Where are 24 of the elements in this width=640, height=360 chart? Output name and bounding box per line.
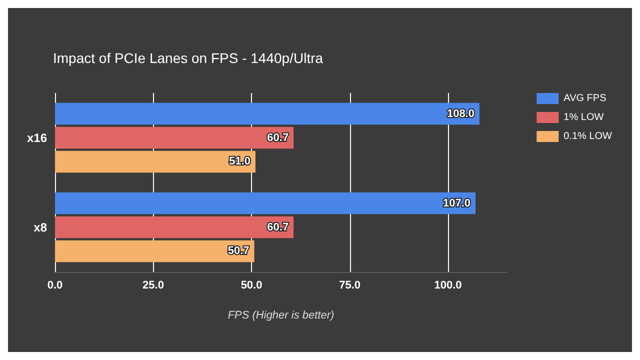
data-label: 60.7: [267, 221, 289, 234]
bar: [55, 240, 254, 262]
bar: [55, 216, 294, 238]
legend-label: 0.1% LOW: [564, 131, 613, 142]
data-label: 51.0: [229, 156, 250, 168]
x-tick-label: 0.0: [47, 280, 63, 292]
chart-title: Impact of PCIe Lanes on FPS - 1440p/Ultra: [53, 50, 324, 66]
bar: [55, 150, 256, 173]
data-label: 60.7: [267, 132, 289, 144]
y-tick-label: x16: [26, 130, 48, 145]
bar: [55, 126, 294, 149]
legend-label: 1% LOW: [564, 112, 604, 123]
y-tick-label: x8: [34, 220, 48, 234]
x-tick-label: 25.0: [142, 280, 164, 292]
data-label: 50.7: [228, 245, 250, 258]
x-tick-label: 75.0: [339, 280, 360, 292]
bar: [55, 192, 476, 214]
x-axis-title: FPS (Higher is better): [228, 310, 335, 322]
bar: [55, 102, 480, 125]
x-tick-label: 100.0: [434, 280, 462, 292]
data-label: 107.0: [443, 197, 471, 210]
legend-label: AVG FPS: [564, 93, 607, 104]
data-label: 108.0: [446, 108, 474, 120]
x-tick-label: 50.0: [240, 280, 262, 292]
